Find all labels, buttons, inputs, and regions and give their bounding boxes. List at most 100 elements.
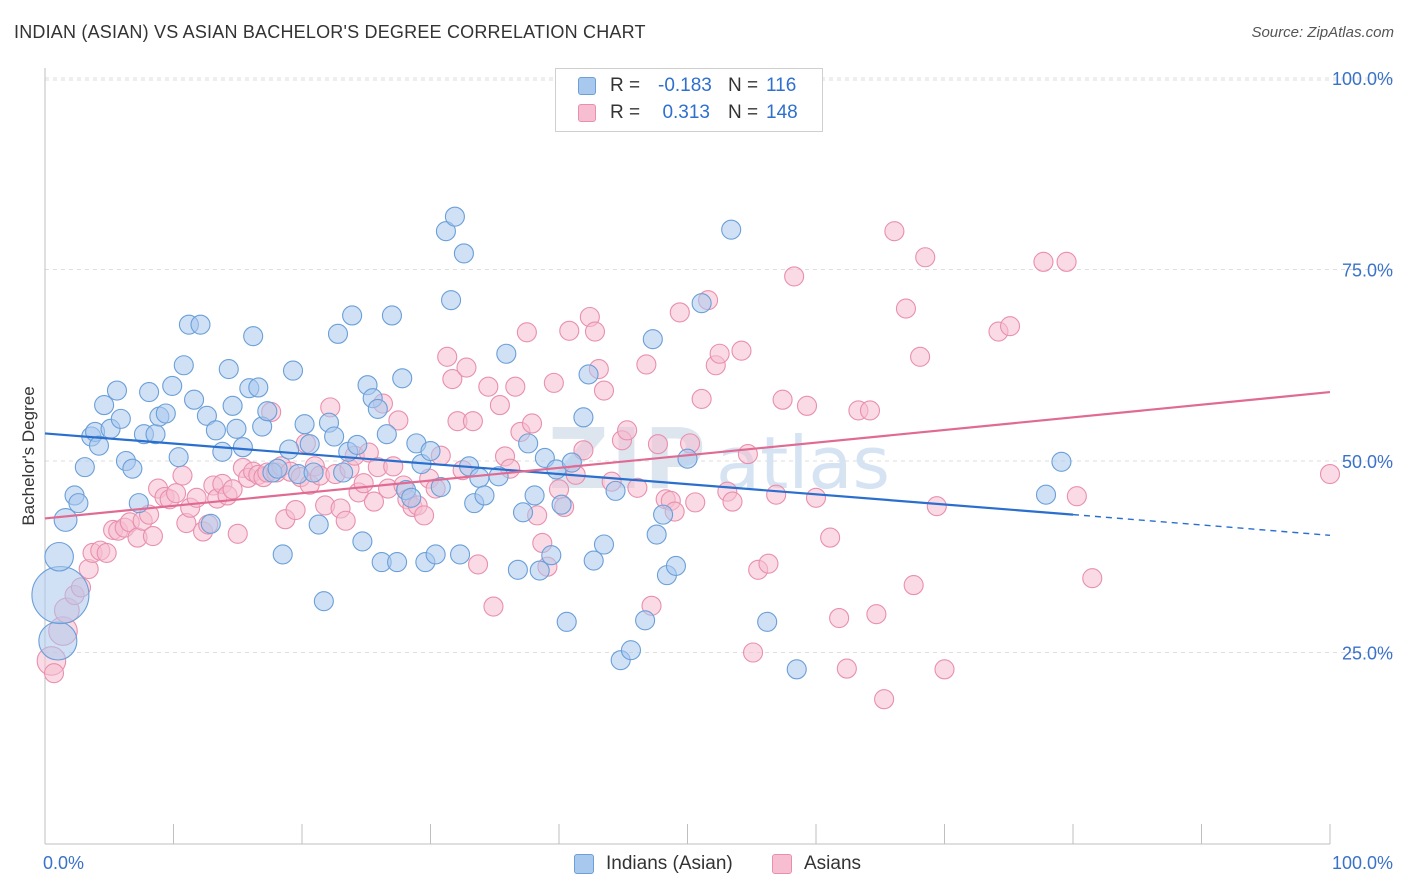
trend-line-indians-asian-extension xyxy=(1072,513,1331,536)
indians-asian-point xyxy=(786,659,807,680)
indians-asian-point xyxy=(327,323,349,344)
asians-point xyxy=(1056,251,1077,272)
indians-asian-point xyxy=(1035,484,1057,505)
asians-point xyxy=(737,444,758,465)
asians-point xyxy=(462,411,483,432)
y-tick-label: 25.0% xyxy=(1342,644,1393,664)
indians-asian-point xyxy=(205,420,226,441)
indians-asian-point xyxy=(279,439,300,460)
chart-title: INDIAN (ASIAN) VS ASIAN BACHELOR'S DEGRE… xyxy=(14,22,646,42)
asians-point xyxy=(437,346,458,367)
trend-lines xyxy=(44,390,1331,536)
asians-point xyxy=(627,477,648,498)
asians-point xyxy=(335,510,356,531)
indians-asian-point xyxy=(168,447,189,468)
indians-asian-point xyxy=(267,458,288,479)
indians-asian-point xyxy=(420,440,441,462)
indians-asian-point xyxy=(541,545,562,566)
indians-asian-point xyxy=(642,329,663,350)
indians-asian-point xyxy=(512,502,534,523)
indians-asian-point xyxy=(721,219,742,240)
indians-asian-point xyxy=(53,508,78,532)
indians-asian-point xyxy=(282,360,304,381)
asians-point xyxy=(691,388,712,410)
asians-point xyxy=(784,266,805,287)
asians-point xyxy=(353,473,374,494)
indians-asian-point xyxy=(430,476,451,498)
asians-point xyxy=(521,413,543,434)
indians-asian-point xyxy=(303,462,324,483)
legend-label: Asians xyxy=(804,853,862,874)
asians-point xyxy=(731,340,752,361)
indians-asian-point xyxy=(139,382,160,403)
indians-asian-point xyxy=(243,326,264,347)
y-axis-title: Bachelor's Degree xyxy=(19,386,38,525)
legend-label: Indians (Asian) xyxy=(606,853,733,874)
asians-point xyxy=(709,343,730,364)
asians-point xyxy=(910,346,931,367)
asians-point xyxy=(859,400,881,421)
indians-asian-point xyxy=(529,560,550,581)
indians-asian-point xyxy=(106,380,128,401)
indians-asian-point xyxy=(469,467,490,488)
asians-point xyxy=(796,395,818,416)
legend-r-value: 0.313 xyxy=(662,102,710,123)
asians-point xyxy=(895,298,917,319)
y-tick-label: 75.0% xyxy=(1342,261,1393,281)
indians-asian-point xyxy=(450,544,471,565)
asians-point xyxy=(934,659,955,680)
legend-swatch-pink xyxy=(578,104,596,122)
indians-asian-point xyxy=(222,395,243,416)
indians-asian-point xyxy=(155,403,176,424)
indians-asian-point xyxy=(122,458,143,479)
indians-asian-point xyxy=(573,407,594,428)
indians-asian-point xyxy=(635,610,656,631)
legend-r-label: R = xyxy=(610,102,641,123)
asians-point xyxy=(285,499,306,521)
legend-swatch-pink xyxy=(772,854,792,874)
asians-point xyxy=(758,553,779,574)
asians-point xyxy=(166,483,187,504)
asians-point xyxy=(483,596,504,617)
asians-point xyxy=(96,542,117,563)
asians-point xyxy=(467,554,489,575)
legend-n-value: 148 xyxy=(766,102,798,123)
indians-asian-point xyxy=(272,544,293,565)
asians-point xyxy=(836,658,857,679)
indians-asian-point xyxy=(551,494,572,515)
asians-point xyxy=(584,321,606,342)
asians-point xyxy=(617,420,638,441)
indians-asian-point xyxy=(68,493,89,514)
indians-asian-point xyxy=(691,293,712,314)
legend-n-value: 116 xyxy=(766,75,797,96)
indians-asian-point xyxy=(74,457,95,478)
indians-asian-point xyxy=(44,541,74,572)
asians-point xyxy=(829,607,850,629)
indians-asian-point xyxy=(376,424,397,445)
asians-point xyxy=(573,440,594,461)
indians-asian-point xyxy=(435,221,456,242)
indians-asian-point xyxy=(677,448,698,469)
asians-point xyxy=(43,663,65,684)
indians-asian-point xyxy=(94,395,115,416)
indians-asian-point xyxy=(313,591,334,612)
x-tick-label: 100.0% xyxy=(1332,853,1393,873)
indians-asian-point xyxy=(392,368,413,389)
asians-point xyxy=(227,523,248,544)
indians-asian-point xyxy=(308,514,329,535)
legend-r-label: R = xyxy=(610,75,641,96)
y-tick-label: 50.0% xyxy=(1342,452,1393,472)
asians-point xyxy=(456,357,477,378)
indians-asian-point xyxy=(401,487,422,508)
indians-asian-point xyxy=(757,611,778,632)
y-tick-label: 100.0% xyxy=(1332,69,1393,89)
indians-asian-point xyxy=(556,611,577,632)
asians-point xyxy=(820,527,841,548)
indians-asian-point xyxy=(173,355,194,376)
indians-asian-point xyxy=(324,426,345,447)
asians-point xyxy=(903,575,924,596)
x-tick-label: 0.0% xyxy=(43,853,84,873)
indians-asian-point xyxy=(352,531,373,552)
axes xyxy=(44,68,1331,845)
indians-asian-point xyxy=(1051,451,1072,472)
